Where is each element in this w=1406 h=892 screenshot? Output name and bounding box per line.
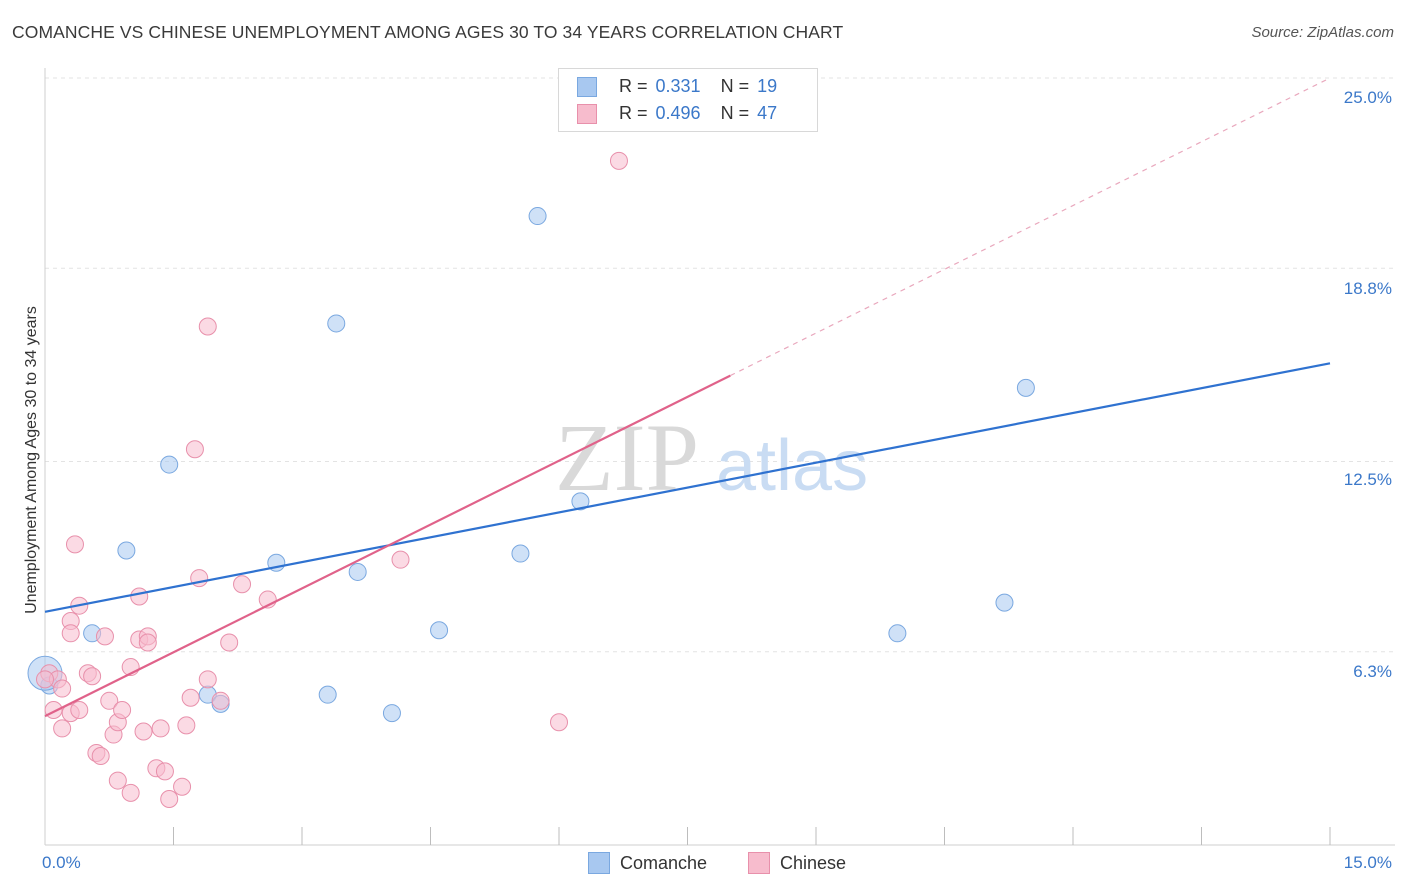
trend-line: [44, 374, 731, 718]
y-tick-label: 6.3%: [1353, 662, 1392, 681]
data-point: [160, 455, 179, 474]
data-point: [95, 627, 114, 646]
data-point: [198, 670, 217, 689]
data-point: [155, 762, 174, 781]
legend-item-chinese: Chinese: [748, 852, 846, 874]
legend-r-value: 0.331: [655, 75, 701, 96]
data-point: [185, 440, 204, 459]
legend-row-chinese: R = 0.496 N = 47: [577, 100, 778, 126]
legend-r-value: 0.496: [655, 102, 701, 123]
grid-lines: [45, 77, 1395, 653]
data-point: [108, 771, 127, 790]
legend-item-comanche: Comanche: [588, 852, 707, 874]
legend-n-label: N =: [720, 75, 750, 96]
data-point: [138, 633, 157, 652]
data-point: [117, 541, 136, 560]
data-point: [233, 575, 252, 594]
data-point: [528, 207, 547, 226]
data-point: [391, 550, 410, 569]
legend-row-comanche: R = 0.331 N = 19: [577, 73, 778, 99]
data-point: [91, 747, 110, 766]
data-point: [382, 704, 401, 723]
legend-r-label: R =: [619, 102, 648, 123]
legend-swatch-comanche: [588, 852, 610, 874]
data-point: [220, 633, 239, 652]
legend-swatch-chinese: [748, 852, 770, 874]
data-point: [327, 314, 346, 333]
stats-legend: R = 0.331 N = 19 R = 0.496 N = 47: [558, 68, 818, 132]
data-point: [173, 777, 192, 796]
y-tick-label: 12.5%: [1343, 470, 1392, 489]
data-point: [348, 562, 367, 581]
data-point: [36, 670, 54, 689]
chart-title: COMANCHE VS CHINESE UNEMPLOYMENT AMONG A…: [12, 22, 844, 42]
x-tick-label-min: 0.0%: [42, 853, 81, 872]
data-point: [100, 691, 119, 710]
data-point: [121, 783, 140, 802]
data-point: [177, 716, 196, 735]
data-point: [61, 624, 80, 643]
data-point: [130, 587, 149, 606]
data-point: [318, 685, 337, 704]
data-point: [53, 679, 72, 698]
data-point: [211, 691, 230, 710]
data-point: [65, 535, 84, 554]
data-point: [888, 624, 907, 643]
watermark: ZIP atlas: [555, 404, 868, 511]
legend-swatch-chinese: [577, 104, 597, 124]
data-point: [134, 722, 153, 741]
legend-label-comanche: Comanche: [620, 852, 708, 873]
data-point: [83, 667, 102, 686]
data-point: [995, 593, 1014, 612]
x-tick-label-max: 15.0%: [1343, 853, 1392, 872]
y-axis-label: Unemployment Among Ages 30 to 34 years: [23, 306, 40, 614]
data-point: [181, 688, 200, 707]
data-point: [53, 719, 72, 738]
trend-lines: [44, 77, 1331, 718]
legend-n-value: 19: [757, 75, 778, 96]
trend-line-extension: [730, 77, 1331, 377]
data-point: [70, 701, 89, 720]
data-point: [198, 317, 217, 336]
y-tick-label: 25.0%: [1343, 88, 1392, 107]
data-point: [550, 713, 568, 732]
data-point: [1016, 378, 1035, 397]
data-point: [430, 621, 449, 640]
data-point: [160, 789, 179, 808]
legend-swatch-comanche: [577, 77, 597, 97]
legend-label-chinese: Chinese: [780, 852, 847, 873]
chart-source: Source: ZipAtlas.com: [1251, 24, 1394, 41]
y-tick-label: 18.8%: [1343, 279, 1392, 298]
data-point: [113, 701, 132, 720]
legend-r-label: R =: [619, 75, 648, 96]
legend-n-label: N =: [720, 102, 750, 123]
watermark-atlas: atlas: [716, 426, 868, 506]
data-point: [511, 544, 530, 563]
data-point: [609, 151, 628, 170]
data-points: [27, 151, 1035, 808]
legend-n-value: 47: [757, 102, 778, 123]
data-point: [571, 492, 590, 511]
data-point: [151, 719, 170, 738]
trend-line: [44, 362, 1331, 613]
